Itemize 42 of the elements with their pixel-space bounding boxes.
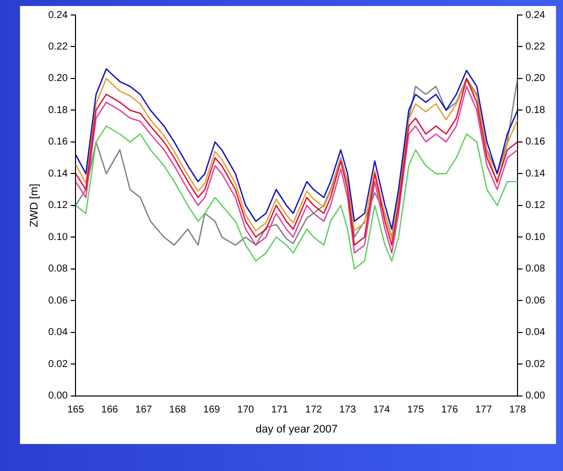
x-tick-label: 168	[169, 404, 186, 416]
y-tick-label: 0.24	[48, 10, 68, 21]
y-tick-label: 0.22	[48, 41, 68, 52]
y2-tick-label: 0.22	[526, 41, 546, 52]
y2-tick-label: 0.00	[526, 390, 546, 402]
y-tick-label: 0.08	[48, 264, 68, 275]
y-tick-label: 0.20	[48, 73, 68, 84]
x-tick-label: 178	[509, 404, 526, 416]
y2-tick-label: 0.16	[526, 136, 546, 148]
y-tick-label: 0.18	[48, 104, 68, 116]
y2-tick-label: 0.20	[526, 73, 546, 84]
x-tick-label: 177	[475, 404, 492, 416]
x-tick-label: 170	[237, 404, 254, 416]
y2-tick-label: 0.14	[526, 168, 546, 180]
x-tick-label: 171	[271, 404, 288, 416]
y2-tick-label: 0.18	[526, 104, 546, 116]
x-tick-label: 172	[305, 404, 322, 416]
x-tick-label: 173	[339, 404, 356, 416]
y-tick-label: 0.16	[48, 136, 68, 148]
y-tick-label: 0.10	[48, 232, 68, 243]
y-tick-label: 0.12	[48, 200, 68, 212]
x-tick-label: 165	[67, 404, 84, 416]
y2-tick-label: 0.02	[526, 358, 546, 370]
y2-tick-label: 0.06	[526, 295, 546, 306]
y2-tick-label: 0.24	[526, 10, 546, 21]
x-tick-label: 175	[407, 404, 424, 416]
y-tick-label: 0.00	[48, 390, 68, 402]
y-tick-label: 0.02	[48, 358, 68, 370]
x-axis-title: day of year 2007	[256, 423, 338, 436]
y-tick-label: 0.04	[48, 327, 68, 338]
y-tick-label: 0.14	[48, 168, 68, 180]
x-tick-label: 169	[203, 404, 220, 416]
x-tick-label: 174	[373, 404, 390, 416]
y-tick-label: 0.06	[48, 295, 68, 306]
y-axis-title: ZWD [m]	[28, 184, 41, 228]
x-tick-label: 167	[135, 404, 152, 416]
x-tick-label: 166	[101, 404, 118, 416]
y2-tick-label: 0.04	[526, 327, 546, 338]
y2-tick-label: 0.10	[526, 232, 546, 243]
y2-tick-label: 0.08	[526, 264, 546, 275]
y2-tick-label: 0.12	[526, 200, 546, 212]
x-tick-label: 176	[441, 404, 458, 416]
